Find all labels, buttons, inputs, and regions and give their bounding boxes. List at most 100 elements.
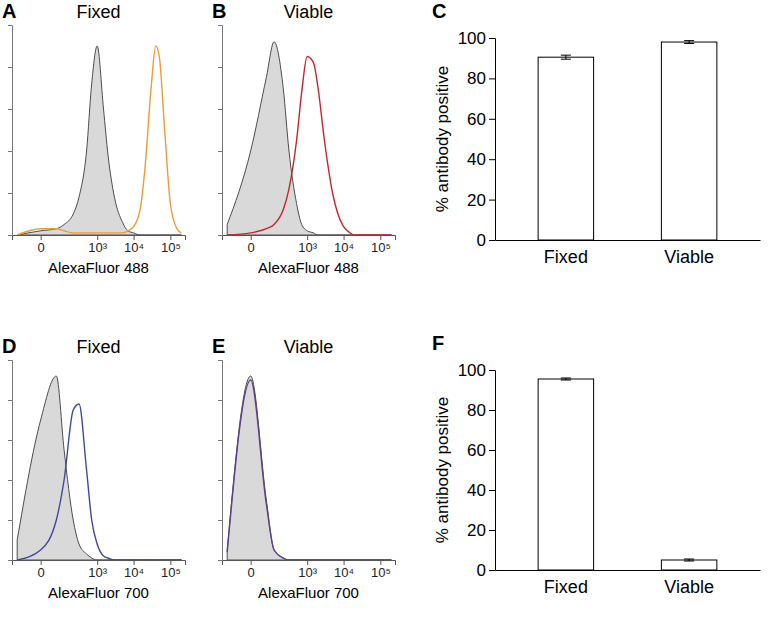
y-tick-mark [8, 109, 12, 110]
x-tick: Viable [664, 247, 714, 267]
x-tick-label: 10⁵ [161, 565, 181, 580]
error-bar-cap [561, 59, 571, 60]
panel-letter: E [212, 335, 225, 357]
y-axis [8, 361, 13, 561]
y-tick-label: 20 [467, 191, 486, 210]
y-tick-mark [218, 151, 222, 152]
y-tick [218, 235, 222, 236]
x-tick: Fixed [544, 577, 588, 597]
y-tick [8, 520, 12, 521]
x-axis-line [496, 570, 761, 571]
plot-area [227, 42, 391, 235]
x-tick: 10⁴ [124, 560, 144, 580]
x-tick-label: 10³ [88, 565, 107, 580]
y-tick [8, 235, 12, 236]
y-tick-mark [218, 520, 222, 521]
x-tick: 0 [38, 560, 45, 580]
panel-letter: B [212, 0, 226, 22]
y-tick-mark [218, 440, 222, 441]
y-tick [8, 560, 12, 561]
y-axis-line [489, 371, 496, 571]
y-tick-mark [218, 193, 222, 194]
x-tick-label: 10⁵ [371, 565, 391, 580]
y-tick-mark [489, 410, 495, 411]
y-tick-mark [489, 38, 495, 39]
y-axis-line [489, 39, 496, 241]
error-bar [561, 55, 571, 59]
y-tick [218, 400, 222, 401]
x-tick-label: 10⁴ [124, 240, 144, 255]
y-tick [8, 193, 12, 194]
figure: 010³10⁴10⁵FixedAlexaFluor 488A010³10⁴10⁵… [0, 0, 777, 620]
error-bar-cap [561, 378, 571, 379]
x-tick: 0 [248, 235, 255, 255]
x-tick-label: 0 [38, 240, 45, 255]
y-tick-mark [218, 235, 222, 236]
x-tick: 10⁵ [371, 560, 391, 580]
y-tick-mark [489, 490, 495, 491]
y-axis: 020406080100 [458, 29, 496, 250]
y-tick [218, 520, 222, 521]
panel-title: Viable [284, 337, 334, 357]
x-axis-title: AlexaFluor 700 [48, 584, 149, 601]
y-axis-line [8, 26, 13, 236]
y-axis-title: % antibody positive [433, 397, 452, 543]
panel: 010³10⁴10⁵ViableAlexaFluor 488B [212, 0, 396, 276]
x-tick-label: Viable [664, 577, 714, 597]
y-tick-label: 40 [467, 481, 486, 500]
y-axis [8, 26, 13, 236]
y-tick-mark [8, 67, 12, 68]
error-bar-stem [565, 55, 566, 59]
y-tick: 100 [458, 361, 495, 380]
y-axis [218, 361, 223, 561]
bar [661, 42, 716, 240]
y-tick-mark [8, 360, 12, 361]
y-tick-mark [218, 480, 222, 481]
y-tick-mark [8, 25, 12, 26]
x-tick: 10³ [298, 235, 317, 255]
y-tick [218, 560, 222, 561]
panel: 010³10⁴10⁵FixedAlexaFluor 488A [2, 0, 186, 276]
error-bar [684, 41, 694, 44]
plot-area [538, 378, 717, 570]
y-tick-mark [218, 400, 222, 401]
x-axis: 0 10³ 10⁴ 10⁵ [13, 560, 186, 580]
plot-area [17, 376, 181, 560]
x-tick: 10⁵ [161, 560, 181, 580]
x-tick: 10⁵ [161, 235, 181, 255]
y-tick-label: 20 [467, 521, 486, 540]
y-tick [8, 400, 12, 401]
x-tick-label: 10⁴ [334, 565, 354, 580]
histogram-line [227, 57, 391, 236]
x-axis: 0 10³ 10⁴ 10⁵ [13, 235, 186, 255]
y-axis-line [218, 26, 223, 236]
y-tick [218, 440, 222, 441]
y-tick-mark [489, 119, 495, 120]
error-bar-cap [561, 380, 571, 381]
plot-area [17, 46, 181, 235]
histogram-line [17, 404, 181, 560]
panel-letter: D [2, 335, 16, 357]
y-tick [218, 109, 222, 110]
y-tick-label: 80 [467, 401, 486, 420]
error-bar-cap [684, 561, 694, 562]
y-axis-title: % antibody positive [433, 66, 452, 212]
y-tick-mark [218, 25, 222, 26]
y-tick-label: 60 [467, 110, 486, 129]
x-tick-label: 10⁵ [371, 240, 391, 255]
y-tick [8, 25, 12, 26]
y-tick: 40 [467, 150, 495, 169]
y-tick [8, 440, 12, 441]
plot-area [227, 376, 391, 560]
x-tick-label: 0 [248, 565, 255, 580]
x-axis: 010³10⁴10⁵ [223, 560, 396, 580]
y-tick-label: 60 [467, 441, 486, 460]
y-tick: 20 [467, 191, 495, 210]
x-axis-title: AlexaFluor 488 [48, 259, 149, 276]
y-tick-mark [489, 200, 495, 201]
x-tick: 10³ [88, 235, 107, 255]
x-axis: 010³10⁴10⁵ [223, 235, 396, 255]
y-tick: 40 [467, 481, 495, 500]
y-tick [218, 151, 222, 152]
bar [661, 560, 716, 570]
